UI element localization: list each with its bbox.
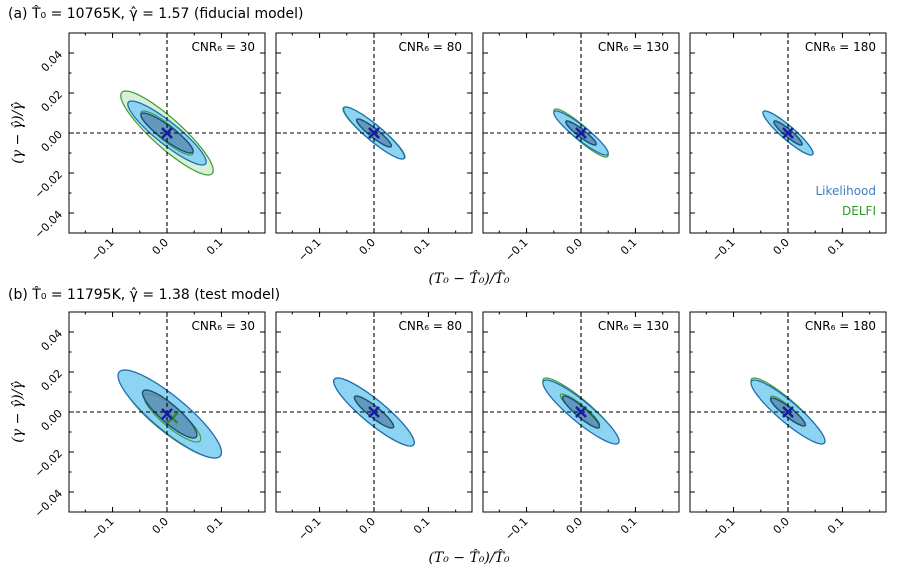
x-tick-label: 0.0 bbox=[150, 236, 172, 258]
likelihood-best-fit-marker bbox=[368, 127, 380, 139]
x-tick-label: −0.1 bbox=[296, 236, 324, 264]
y-tick-label: −0.02 bbox=[32, 447, 65, 480]
panel-plot-area bbox=[690, 312, 886, 512]
x-tick-label: 0.1 bbox=[618, 515, 640, 537]
panel-1-0: −0.1 0.0 0.1 −0.04 −0.02 0.00 0.02 0.04 CNR₆ = 3… bbox=[32, 311, 266, 543]
panel-plot-area bbox=[276, 33, 472, 233]
x-tick-label: 0.1 bbox=[411, 515, 433, 537]
x-tick-label: −0.1 bbox=[89, 515, 117, 543]
row-b-title: (b) T̂₀ = 11795K, γ̂ = 1.38 (test model) bbox=[8, 287, 281, 303]
panel-1-1: −0.1 0.0 0.1 CNR₆ = 80 bbox=[275, 311, 473, 543]
likelihood-best-fit-marker-stroke-b bbox=[575, 406, 587, 418]
y-axis-label: (γ − γ̂)/γ̂ bbox=[10, 102, 26, 164]
panel-0-0: −0.1 0.0 0.1 −0.04 −0.02 0.00 0.02 0.04 CNR₆ = 3… bbox=[32, 32, 266, 264]
likelihood-best-fit-marker bbox=[782, 127, 794, 139]
panel-plot-area bbox=[483, 33, 679, 233]
cnr-label: CNR₆ = 130 bbox=[598, 40, 669, 54]
likelihood-best-fit-marker-stroke-b bbox=[368, 406, 380, 418]
panel-plot-area bbox=[276, 312, 472, 512]
x-tick-label: 0.0 bbox=[771, 236, 793, 258]
panel-plot-area bbox=[69, 33, 265, 233]
x-tick-label: −0.1 bbox=[296, 515, 324, 543]
cnr-label: CNR₆ = 180 bbox=[805, 319, 876, 333]
likelihood-best-fit-marker-stroke-b bbox=[368, 127, 380, 139]
legend-entry: Likelihood bbox=[816, 184, 877, 198]
cnr-label: CNR₆ = 30 bbox=[192, 40, 255, 54]
panel-0-1: −0.1 0.0 0.1 CNR₆ = 80 bbox=[275, 32, 473, 264]
panel-0-3: −0.1 0.0 0.1 CNR₆ = 180 Likelihood DELFI bbox=[689, 32, 887, 264]
row-a-title: (a) T̂₀ = 10765K, γ̂ = 1.57 (fiducial mo… bbox=[8, 6, 304, 22]
x-tick-label: 0.1 bbox=[618, 236, 640, 258]
x-tick-label: 0.0 bbox=[150, 515, 172, 537]
x-tick-label: −0.1 bbox=[503, 515, 531, 543]
cnr-label: CNR₆ = 80 bbox=[399, 40, 462, 54]
y-tick-label: 0.04 bbox=[39, 327, 66, 354]
likelihood-best-fit-marker bbox=[575, 406, 587, 418]
x-tick-label: 0.0 bbox=[564, 236, 586, 258]
panel-0-2: −0.1 0.0 0.1 CNR₆ = 130 bbox=[482, 32, 680, 264]
cnr-label: CNR₆ = 80 bbox=[399, 319, 462, 333]
x-axis-label: (T₀ − T̂₀)/T̂₀ bbox=[428, 269, 510, 287]
x-tick-label: 0.0 bbox=[357, 236, 379, 258]
likelihood-best-fit-marker bbox=[575, 127, 587, 139]
y-axis-label: (γ − γ̂)/γ̂ bbox=[10, 381, 26, 443]
x-tick-label: 0.0 bbox=[564, 515, 586, 537]
x-tick-label: 0.0 bbox=[357, 515, 379, 537]
x-tick-label: −0.1 bbox=[503, 236, 531, 264]
likelihood-best-fit-marker-stroke-b bbox=[161, 127, 173, 139]
y-tick-label: −0.04 bbox=[32, 487, 65, 520]
panel-plot-area bbox=[690, 33, 886, 233]
y-tick-label: 0.04 bbox=[39, 48, 66, 75]
x-tick-label: 0.0 bbox=[771, 515, 793, 537]
legend-entry: DELFI bbox=[842, 204, 876, 218]
y-tick-label: 0.02 bbox=[39, 88, 66, 115]
y-tick-label: −0.04 bbox=[32, 208, 65, 241]
x-tick-label: 0.1 bbox=[204, 515, 226, 537]
likelihood-best-fit-marker-stroke-b bbox=[782, 127, 794, 139]
likelihood-best-fit-marker bbox=[161, 408, 173, 420]
y-tick-label: 0.00 bbox=[39, 128, 66, 155]
panel-1-3: −0.1 0.0 0.1 CNR₆ = 180 bbox=[689, 311, 887, 543]
cnr-label: CNR₆ = 130 bbox=[598, 319, 669, 333]
y-tick-label: 0.02 bbox=[39, 367, 66, 394]
panel-plot-area bbox=[69, 312, 265, 512]
panel-plot-area bbox=[483, 312, 679, 512]
y-tick-label: −0.02 bbox=[32, 168, 65, 201]
panel-1-2: −0.1 0.0 0.1 CNR₆ = 130 bbox=[482, 311, 680, 543]
cnr-label: CNR₆ = 180 bbox=[805, 40, 876, 54]
x-tick-label: −0.1 bbox=[710, 236, 738, 264]
likelihood-best-fit-marker-stroke-b bbox=[782, 406, 794, 418]
likelihood-best-fit-marker-stroke-b bbox=[161, 408, 173, 420]
likelihood-best-fit-marker-stroke-b bbox=[575, 127, 587, 139]
likelihood-best-fit-marker bbox=[161, 127, 173, 139]
likelihood-best-fit-marker bbox=[368, 406, 380, 418]
y-tick-label: 0.00 bbox=[39, 407, 66, 434]
x-tick-label: −0.1 bbox=[710, 515, 738, 543]
x-tick-label: 0.1 bbox=[825, 236, 847, 258]
x-tick-label: 0.1 bbox=[204, 236, 226, 258]
x-tick-label: 0.1 bbox=[411, 236, 433, 258]
x-tick-label: −0.1 bbox=[89, 236, 117, 264]
x-axis-label: (T₀ − T̂₀)/T̂₀ bbox=[428, 548, 510, 566]
x-tick-label: 0.1 bbox=[825, 515, 847, 537]
cnr-label: CNR₆ = 30 bbox=[192, 319, 255, 333]
likelihood-best-fit-marker bbox=[782, 406, 794, 418]
